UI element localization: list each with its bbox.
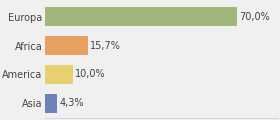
Text: 4,3%: 4,3%	[59, 98, 83, 108]
Text: 15,7%: 15,7%	[90, 41, 121, 51]
Bar	[45, 36, 88, 55]
Bar	[45, 65, 73, 84]
Bar	[45, 7, 237, 26]
Bar	[45, 94, 57, 113]
Text: 70,0%: 70,0%	[239, 12, 270, 22]
Text: 10,0%: 10,0%	[75, 69, 105, 79]
